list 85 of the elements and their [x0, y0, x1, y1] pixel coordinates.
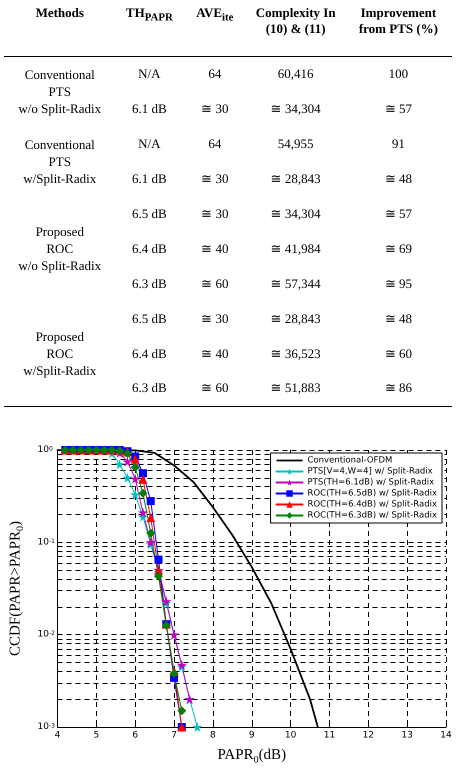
point	[122, 456, 132, 467]
text: ≅ 30	[201, 100, 228, 116]
text: ≅ 28,843	[270, 170, 321, 186]
text: 6.5 dB	[132, 310, 167, 326]
point	[138, 488, 148, 498]
text: 6.4 dB	[132, 346, 167, 360]
point	[114, 459, 125, 470]
text: Proposed ROC w/Split-Radix	[23, 328, 96, 378]
text: ≅ 28,843	[270, 310, 321, 326]
category-label: Complexity In (10) & (11)	[254, 4, 337, 38]
text: 6.3 dB	[132, 276, 167, 290]
text: ≅ 57	[384, 206, 412, 220]
x-tick-label: 7	[171, 730, 177, 740]
text: 91	[392, 136, 405, 150]
x-tick-label: 5	[93, 730, 100, 740]
text: ≅ 48	[384, 170, 412, 186]
text: Proposed ROC w/o Split-Radix	[18, 224, 102, 273]
x-tick-label: 6	[132, 730, 138, 740]
point	[138, 469, 147, 478]
text: N/A	[138, 136, 161, 150]
text: N/A	[138, 66, 161, 81]
legend-label: ROC(TH=6.3dB) w/ Split-Radix	[308, 510, 438, 520]
text: ≅ 86	[384, 380, 412, 396]
text: ≅ 30	[201, 170, 228, 186]
point	[146, 528, 156, 538]
legend-label: PTS(TH=6.1dB) w/ Split-Radix	[308, 478, 434, 488]
x-tick-label: 4	[54, 730, 61, 740]
category-label: Methods	[34, 4, 85, 22]
text: 6.3 dB	[132, 380, 167, 396]
point	[130, 462, 140, 472]
point	[146, 497, 155, 506]
text: ≅ 69	[384, 240, 412, 256]
text: 54,955	[278, 136, 314, 150]
point	[154, 572, 164, 581]
text: ≅ 48	[384, 310, 412, 326]
x-tick-label: 14	[440, 730, 452, 740]
text: Conventional PTS w/o Split-Radix	[18, 66, 102, 116]
text: 64	[208, 136, 222, 150]
text: ≅ 60	[201, 380, 228, 396]
text: 6.4 dB	[132, 240, 167, 256]
text: ≅ 40	[201, 346, 228, 360]
text: ≅ 60	[201, 276, 228, 290]
text: ≅ 30	[201, 206, 228, 220]
text: ≅ 30	[201, 310, 228, 326]
x-tick-label: 11	[324, 730, 336, 740]
text: 64	[208, 66, 222, 81]
point	[146, 513, 156, 522]
text: 6.1 dB	[132, 100, 167, 116]
text: 100	[388, 66, 408, 81]
text: 6.1 dB	[132, 170, 167, 186]
text: ≅ 95	[384, 276, 412, 290]
point	[154, 556, 163, 564]
text: ≅ 41,984	[270, 240, 321, 256]
category-label: AVE$_{ite}$	[195, 4, 234, 26]
text: Conventional PTS w/Split-Radix	[23, 136, 96, 186]
x-tick-label: 9	[248, 730, 255, 740]
point	[192, 722, 202, 732]
legend-label: ROC(TH=6.4dB) w/ Split-Radix	[308, 500, 438, 510]
category-label: TH$_{PAPR}$	[124, 4, 174, 26]
text: ≅ 40	[201, 240, 228, 256]
text: ≅ 57	[384, 100, 412, 116]
point	[138, 508, 148, 518]
point	[177, 706, 186, 716]
text: ≅ 34,304	[270, 100, 321, 116]
text: ≅ 51,883	[270, 380, 321, 396]
legend-label: ROC(TH=6.5dB) w/ Split-Radix	[308, 488, 438, 498]
category-label: Improvement from PTS (%)	[358, 4, 440, 38]
point	[130, 454, 140, 464]
y-axis-title: CCDF(PAPR>PAPR0)	[8, 521, 26, 656]
text: ≅ 57,344	[270, 276, 321, 290]
legend-label: Conventional-OFDM	[308, 456, 392, 466]
text: 60,416	[278, 66, 314, 81]
point	[130, 474, 140, 484]
x-tick-label: 13	[401, 730, 413, 740]
point	[138, 474, 148, 484]
x-tick-label: 12	[362, 730, 374, 740]
point	[122, 472, 132, 483]
text: ≅ 36,523	[270, 346, 321, 360]
x-tick-label: 8	[210, 730, 216, 740]
point	[130, 489, 140, 500]
text: ≅ 34,304	[270, 206, 321, 220]
text: ≅ 60	[384, 346, 412, 360]
text: 6.5 dB	[132, 206, 167, 220]
x-tick-label: 10	[284, 730, 297, 740]
legend-label: PTS[V=4,W=4] w/ Split-Radix	[308, 466, 433, 476]
